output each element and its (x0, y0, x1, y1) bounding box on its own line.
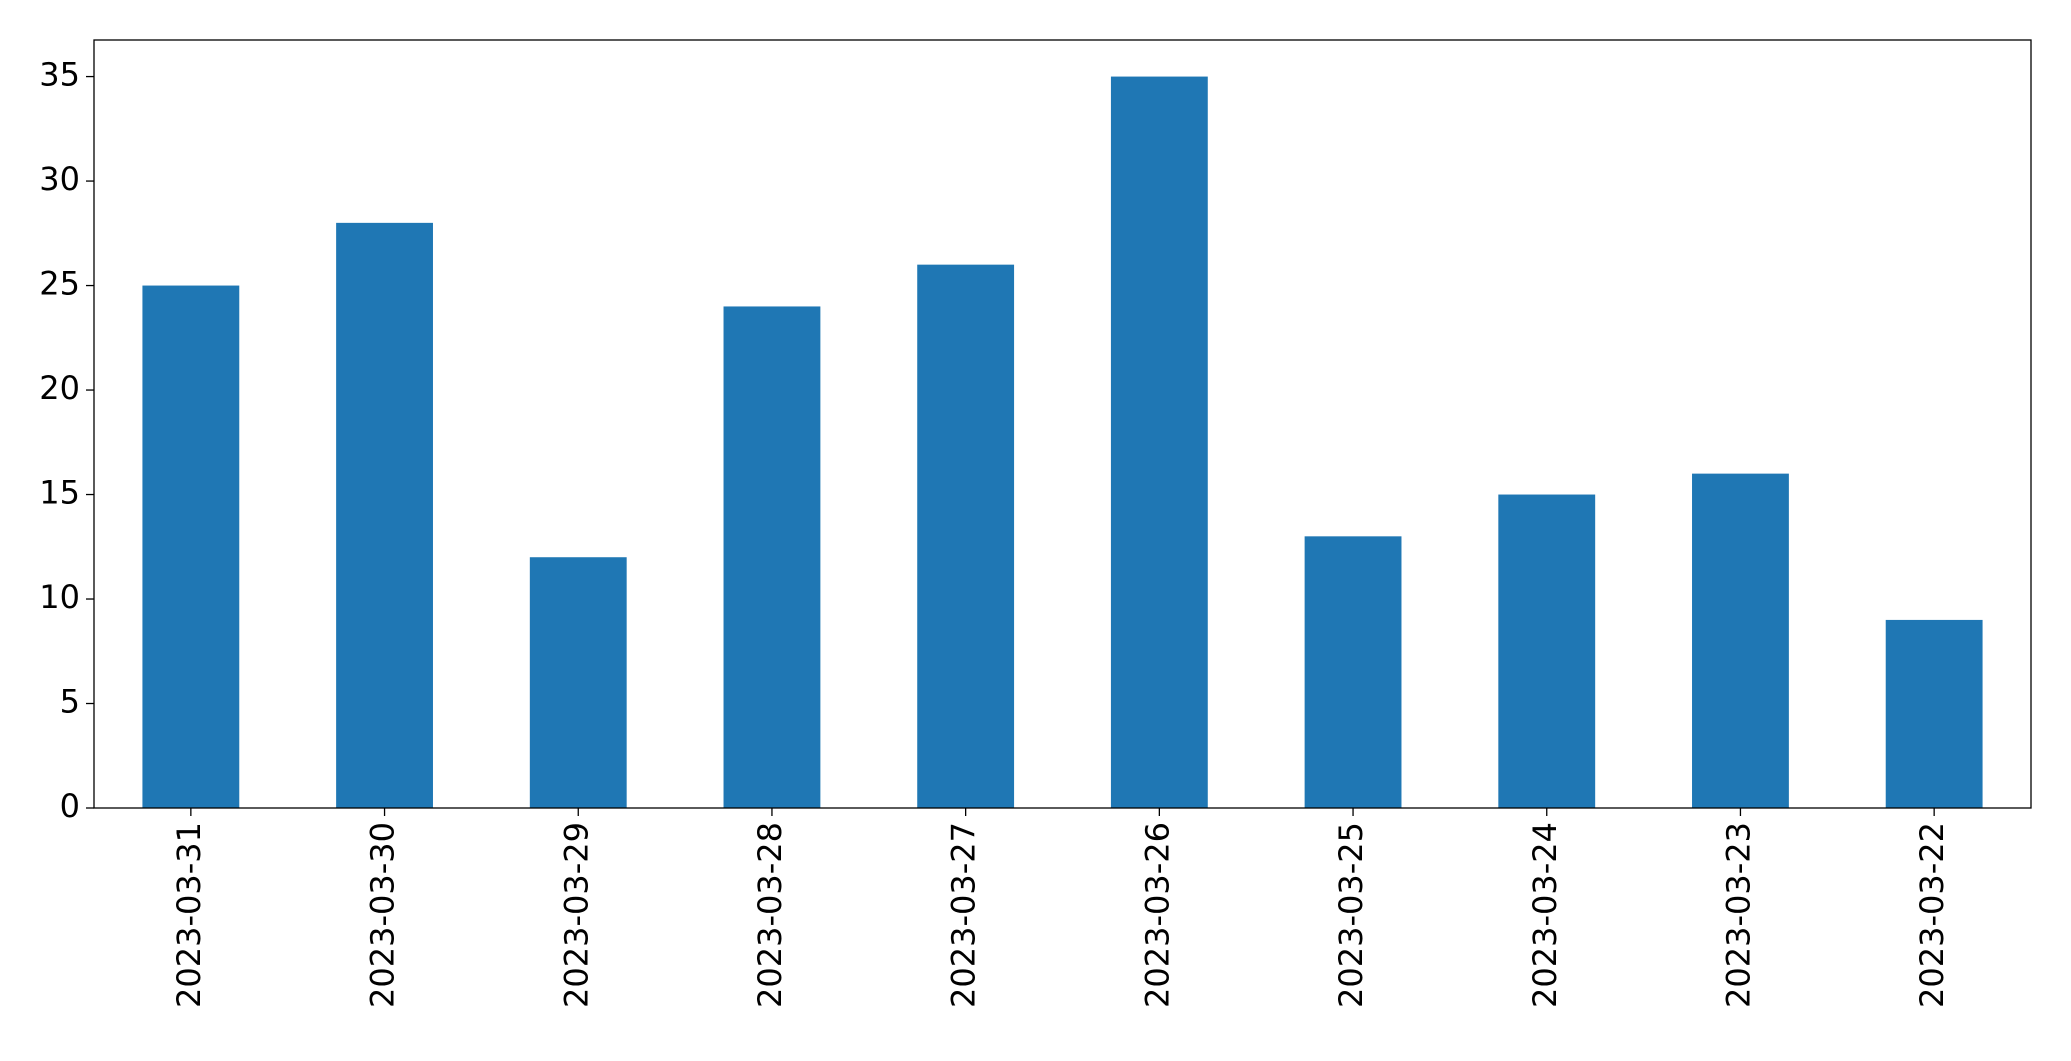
y-tick-label: 25 (39, 265, 80, 303)
x-tick-label: 2023-03-31 (170, 822, 208, 1008)
x-tick-label: 2023-03-24 (1526, 822, 1564, 1008)
bar (1885, 619, 1983, 808)
bar (1304, 536, 1402, 808)
y-tick-label: 15 (39, 474, 80, 512)
y-tick-label: 0 (60, 787, 80, 825)
y-tick-label: 10 (39, 578, 80, 616)
x-tick-label: 2023-03-23 (1719, 822, 1757, 1008)
y-tick-label: 35 (39, 56, 80, 94)
bar (1692, 473, 1789, 808)
x-tick-label: 2023-03-25 (1332, 822, 1370, 1008)
bar (917, 264, 1015, 808)
bar (1110, 76, 1208, 809)
bar (529, 557, 627, 808)
bar (142, 285, 240, 808)
y-tick-label: 30 (39, 160, 80, 198)
bar (1498, 494, 1596, 808)
plot-frame (93, 39, 2032, 809)
x-tick-label: 2023-03-26 (1138, 822, 1176, 1008)
x-tick-label: 2023-03-27 (945, 822, 983, 1008)
bar (723, 306, 821, 808)
bar (336, 222, 433, 808)
y-tick-label: 5 (60, 683, 80, 721)
x-tick-label: 2023-03-28 (751, 822, 789, 1008)
x-tick-label: 2023-03-29 (557, 822, 595, 1008)
y-tick-label: 20 (39, 369, 80, 407)
x-tick-label: 2023-03-30 (364, 822, 402, 1008)
x-tick-label: 2023-03-22 (1913, 822, 1951, 1008)
